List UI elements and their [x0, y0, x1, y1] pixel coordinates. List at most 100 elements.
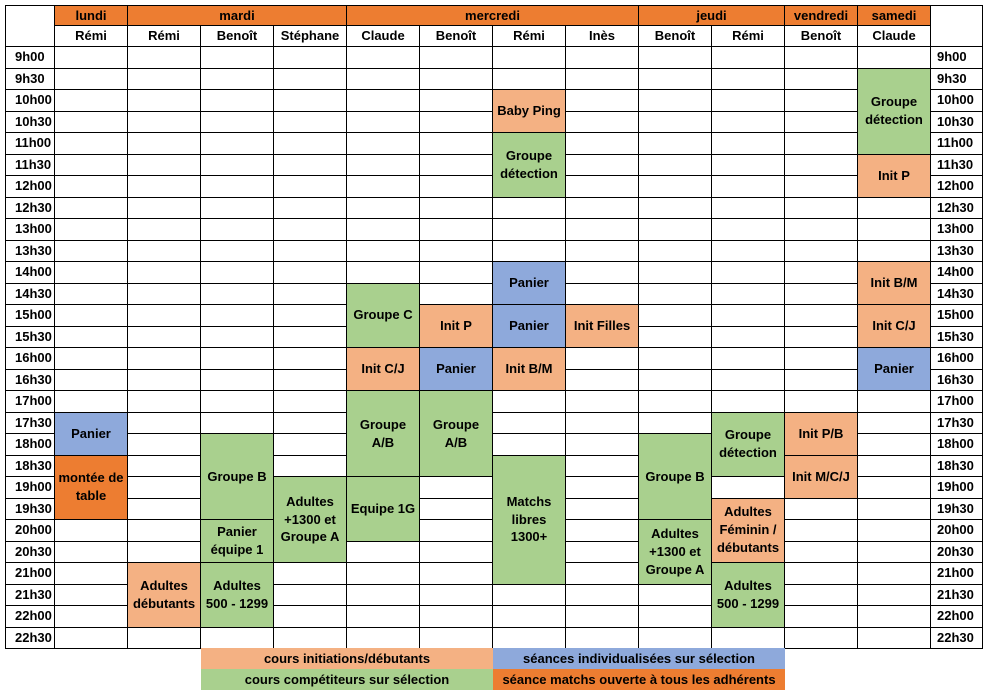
empty-slot	[274, 133, 347, 155]
empty-slot	[712, 219, 785, 241]
empty-slot	[493, 391, 566, 413]
event-block: Adultes débutants	[128, 563, 201, 628]
empty-slot	[128, 369, 201, 391]
empty-slot	[128, 176, 201, 198]
empty-slot	[347, 111, 420, 133]
empty-slot	[712, 262, 785, 284]
empty-slot	[128, 197, 201, 219]
empty-slot	[785, 90, 858, 112]
event-block: Init B/M	[493, 348, 566, 391]
empty-slot	[566, 197, 639, 219]
empty-slot	[128, 305, 201, 327]
empty-slot	[274, 412, 347, 434]
empty-slot	[274, 111, 347, 133]
time-label: 22h30	[5, 627, 55, 649]
empty-slot	[785, 176, 858, 198]
empty-slot	[420, 584, 493, 606]
empty-slot	[274, 606, 347, 628]
empty-slot	[347, 176, 420, 198]
empty-slot	[347, 240, 420, 262]
empty-slot	[712, 68, 785, 90]
empty-slot	[785, 369, 858, 391]
empty-slot	[55, 584, 128, 606]
empty-slot	[493, 47, 566, 69]
event-block: Panier	[55, 412, 128, 456]
empty-slot	[55, 111, 128, 133]
empty-slot	[566, 434, 639, 456]
time-label: 22h00	[931, 606, 983, 628]
empty-slot	[785, 111, 858, 133]
empty-slot	[566, 262, 639, 284]
empty-slot	[785, 305, 858, 327]
empty-slot	[493, 584, 566, 606]
empty-slot	[128, 283, 201, 305]
empty-slot	[566, 563, 639, 585]
empty-slot	[493, 240, 566, 262]
empty-slot	[858, 434, 931, 456]
event-block: Init P/B	[785, 412, 858, 456]
time-label: 21h00	[5, 563, 55, 585]
empty-slot	[347, 47, 420, 69]
empty-slot	[201, 90, 274, 112]
empty-slot	[785, 391, 858, 413]
empty-slot	[566, 133, 639, 155]
empty-slot	[420, 240, 493, 262]
legend-item: séances individualisées sur sélection	[493, 648, 785, 669]
time-label: 12h30	[931, 197, 983, 219]
empty-slot	[201, 133, 274, 155]
empty-slot	[858, 240, 931, 262]
empty-slot	[566, 477, 639, 499]
time-label: 15h30	[5, 326, 55, 348]
event-block: Panier	[858, 348, 931, 391]
time-label: 12h30	[5, 197, 55, 219]
event-block: Groupe détection	[712, 412, 785, 477]
event-block: Init P	[420, 305, 493, 348]
empty-slot	[639, 326, 712, 348]
empty-slot	[420, 283, 493, 305]
empty-slot	[420, 219, 493, 241]
empty-slot	[55, 197, 128, 219]
time-label: 14h30	[5, 283, 55, 305]
empty-slot	[128, 348, 201, 370]
time-label: 11h30	[931, 154, 983, 176]
time-label: 22h30	[931, 627, 983, 649]
empty-slot	[274, 154, 347, 176]
empty-slot	[128, 455, 201, 477]
empty-slot	[639, 584, 712, 606]
empty-slot	[785, 541, 858, 563]
coach-header: Claude	[347, 26, 420, 47]
empty-slot	[128, 434, 201, 456]
empty-slot	[128, 219, 201, 241]
empty-slot	[128, 412, 201, 434]
empty-slot	[639, 305, 712, 327]
coach-header: Benoît	[201, 26, 274, 47]
empty-slot	[712, 47, 785, 69]
event-block: Adultes 500 - 1299	[201, 563, 274, 628]
empty-slot	[639, 154, 712, 176]
empty-slot	[566, 584, 639, 606]
empty-slot	[55, 47, 128, 69]
empty-slot	[712, 348, 785, 370]
empty-slot	[420, 477, 493, 499]
empty-slot	[566, 47, 639, 69]
time-label: 16h00	[5, 348, 55, 370]
time-label: 12h00	[931, 176, 983, 198]
event-block: Groupe C	[347, 283, 420, 348]
empty-slot	[128, 154, 201, 176]
empty-slot	[712, 283, 785, 305]
empty-slot	[785, 326, 858, 348]
empty-slot	[55, 541, 128, 563]
empty-slot	[493, 627, 566, 649]
empty-slot	[55, 391, 128, 413]
empty-slot	[566, 627, 639, 649]
coach-header: Benoît	[420, 26, 493, 47]
empty-slot	[858, 606, 931, 628]
empty-slot	[274, 584, 347, 606]
time-label: 12h00	[5, 176, 55, 198]
empty-slot	[128, 240, 201, 262]
time-label: 20h00	[5, 520, 55, 542]
time-label: 19h00	[931, 477, 983, 499]
empty-slot	[420, 111, 493, 133]
empty-slot	[274, 240, 347, 262]
empty-slot	[712, 305, 785, 327]
